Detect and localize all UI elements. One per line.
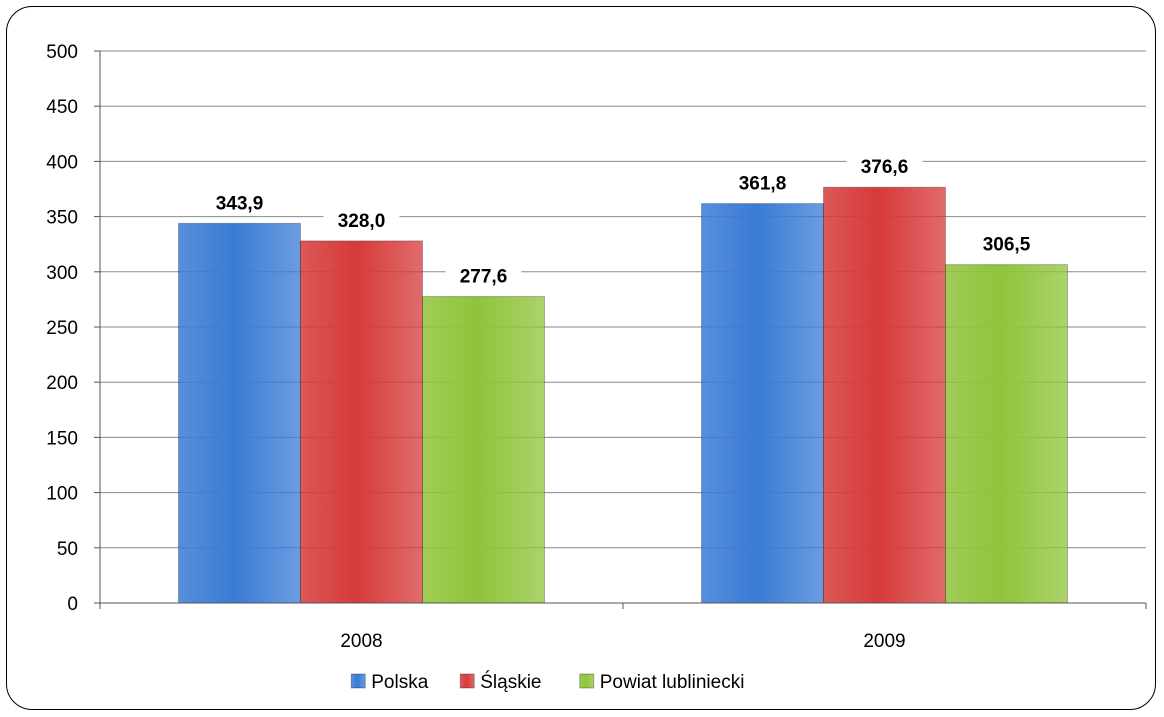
y-tick-label: 400 (46, 152, 78, 173)
y-tick-label: 0 (67, 594, 78, 615)
legend-swatch (579, 673, 595, 689)
axes: 0 50 100 150 200 250 300 350 400 450 500 2008 2009 (46, 42, 1147, 652)
y-tick-label: 500 (46, 42, 78, 63)
data-label: 277,6 (460, 267, 508, 288)
data-label: 343,9 (216, 193, 264, 214)
legend-label: Śląskie (480, 671, 541, 693)
legend-swatch (459, 673, 475, 689)
data-label: 376,6 (861, 157, 909, 178)
data-label-bg (968, 230, 1045, 257)
data-label-bg (724, 169, 801, 196)
legend-label: Polska (371, 672, 428, 693)
bar (823, 186, 946, 604)
legend-swatch (350, 673, 366, 689)
y-tick-label: 450 (46, 97, 78, 118)
data-label-bg (445, 262, 522, 289)
x-tick-label: 2008 (340, 631, 382, 652)
data-label-bg (201, 189, 278, 216)
y-tick-label: 250 (46, 318, 78, 339)
bar (178, 222, 301, 604)
bar (300, 240, 423, 604)
data-label: 361,8 (739, 174, 787, 195)
data-label: 328,0 (338, 211, 386, 232)
y-tick-label: 150 (46, 428, 78, 449)
data-label-bg (846, 153, 923, 180)
y-tick-label: 300 (46, 263, 78, 284)
bar (945, 264, 1068, 604)
y-tick-label: 50 (57, 539, 78, 560)
data-labels: 343,9 328,0 277,6 361,8 376,6 306,5 (201, 153, 1045, 289)
bars (178, 186, 1068, 604)
legend-label: Powiat lubliniecki (600, 672, 745, 693)
y-tick-label: 350 (46, 208, 78, 229)
bar (422, 296, 545, 604)
data-label: 306,5 (983, 235, 1031, 256)
legend: Polska Śląskie Powiat lubliniecki (350, 671, 745, 693)
y-tick-label: 200 (46, 373, 78, 394)
x-tick-label: 2009 (863, 631, 905, 652)
y-tick-label: 100 (46, 484, 78, 505)
data-label-bg (323, 206, 400, 233)
bar (701, 203, 824, 604)
